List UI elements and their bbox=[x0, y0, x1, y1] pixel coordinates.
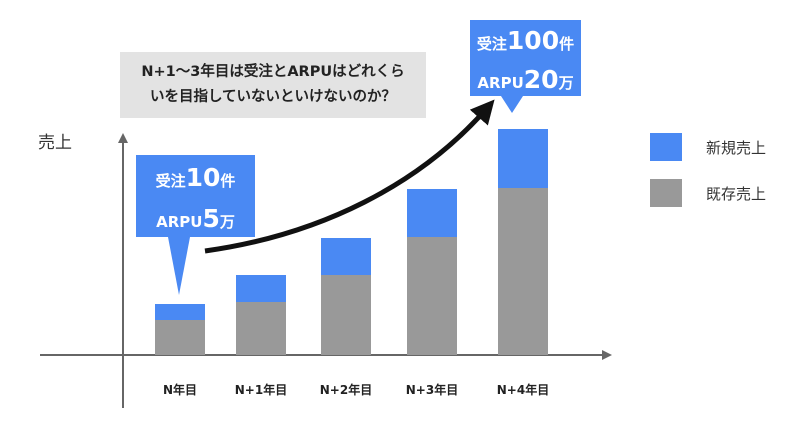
x-tick-label: N+1年目 bbox=[235, 382, 287, 397]
bar-existing-1 bbox=[155, 320, 205, 355]
orders-unit: 件 bbox=[220, 172, 236, 190]
growth-arrow-icon bbox=[204, 99, 495, 254]
bar-existing-2 bbox=[236, 302, 286, 355]
arpu-unit: 万 bbox=[219, 213, 235, 231]
y-axis-label: 売上 bbox=[38, 133, 72, 153]
arpu-value: 5 bbox=[202, 204, 220, 233]
legend-label-new: 新規売上 bbox=[706, 139, 767, 157]
arpu-prefix: ARPU bbox=[477, 74, 524, 92]
bar-new-5 bbox=[498, 129, 548, 188]
x-tick-label: N+4年目 bbox=[497, 382, 549, 397]
arpu-value: 20 bbox=[523, 65, 559, 94]
orders-value: 100 bbox=[506, 26, 560, 55]
legend-swatch-existing bbox=[650, 179, 682, 207]
callout-start: 受注10件 ARPU5万 bbox=[136, 155, 255, 295]
orders-unit: 件 bbox=[559, 35, 575, 53]
arpu-line: ARPU20万 bbox=[470, 62, 581, 101]
legend-swatch-new bbox=[650, 133, 682, 161]
legend-label-existing: 既存売上 bbox=[706, 185, 767, 203]
bar-existing-3 bbox=[321, 275, 371, 355]
bar-new-3 bbox=[321, 238, 371, 275]
orders-value: 10 bbox=[185, 163, 221, 192]
question-annotation: N+1〜3年目は受注とARPUはどれくら いを目指していないといけないのか？ bbox=[120, 52, 426, 118]
question-line-2: いを目指していないといけないのか？ bbox=[149, 89, 397, 105]
arpu-line: ARPU5万 bbox=[136, 200, 255, 241]
orders-line: 受注100件 bbox=[470, 23, 581, 62]
bar-new-4 bbox=[407, 189, 457, 237]
x-tick-label: N+2年目 bbox=[320, 382, 372, 397]
bar-new-1 bbox=[155, 304, 205, 320]
arpu-unit: 万 bbox=[558, 74, 574, 92]
orders-prefix: 受注 bbox=[476, 35, 507, 53]
orders-prefix: 受注 bbox=[155, 172, 186, 190]
orders-line: 受注10件 bbox=[136, 159, 255, 200]
callout-end: 受注100件 ARPU20万 bbox=[470, 20, 581, 113]
x-tick-label: N+3年目 bbox=[406, 382, 458, 397]
question-line-1: N+1〜3年目は受注とARPUはどれくら bbox=[141, 64, 405, 80]
x-tick-label: N年目 bbox=[163, 382, 197, 397]
arpu-prefix: ARPU bbox=[156, 213, 203, 231]
bar-existing-5 bbox=[498, 188, 548, 355]
bar-existing-4 bbox=[407, 237, 457, 355]
bar-new-2 bbox=[236, 275, 286, 302]
